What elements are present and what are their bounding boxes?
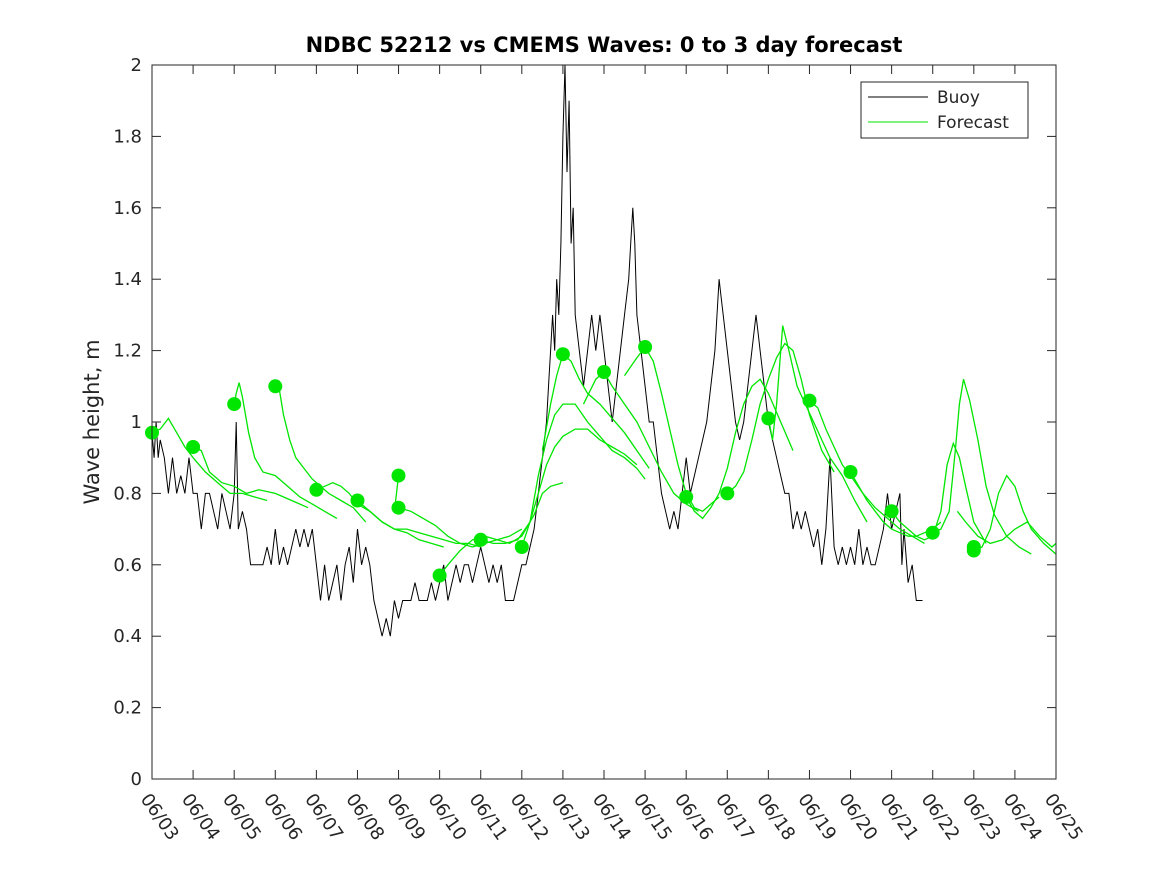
y-tick-label: 0.2	[113, 698, 142, 719]
x-tick-label: 06/20	[834, 790, 881, 845]
forecast-run-line	[439, 482, 564, 576]
y-tick-label: 0	[131, 769, 142, 790]
y-tick-label: 1	[131, 412, 142, 433]
forecast-run-line	[973, 474, 1057, 555]
forecast-series	[145, 325, 1057, 583]
forecast-start-marker	[432, 568, 447, 583]
forecast-run-line	[233, 382, 338, 519]
chart-title: NDBC 52212 vs CMEMS Waves: 0 to 3 day fo…	[306, 33, 903, 57]
forecast-start-marker	[350, 493, 365, 508]
forecast-start-marker	[227, 397, 242, 412]
y-tick-label: 0.8	[113, 483, 142, 504]
forecast-run-line	[357, 500, 481, 548]
forecast-run-line	[541, 353, 650, 469]
forecast-start-marker	[555, 347, 570, 362]
y-axis-label: Wave height, m	[80, 339, 104, 504]
forecast-start-marker	[268, 379, 283, 394]
forecast-start-marker	[679, 490, 694, 504]
y-tick-label: 1.8	[113, 126, 142, 147]
x-tick-label: 06/04	[177, 790, 224, 845]
y-tick-label: 2	[131, 55, 142, 76]
forecast-start-marker	[473, 532, 488, 547]
forecast-start-marker	[597, 365, 611, 379]
forecast-start-marker	[391, 468, 406, 483]
y-tick-label: 0.6	[113, 555, 142, 576]
forecast-run-line	[685, 378, 794, 520]
forecast-start-marker	[761, 411, 776, 426]
x-tick-label: 06/19	[793, 790, 840, 845]
x-tick-label: 06/25	[1040, 790, 1087, 845]
forecast-start-marker	[720, 486, 735, 501]
x-tick-label: 06/15	[629, 790, 676, 845]
y-tick-label: 1.2	[113, 341, 142, 362]
forecast-run-line	[480, 428, 638, 545]
x-tick-label: 06/24	[999, 790, 1046, 845]
forecast-start-marker	[966, 540, 981, 554]
x-tick-label: 06/05	[218, 790, 265, 845]
forecast-run-line	[398, 507, 523, 548]
forecast-run-line	[151, 417, 268, 502]
forecast-start-marker	[843, 465, 858, 479]
forecast-run-line	[726, 342, 835, 494]
legend-box	[860, 81, 1029, 139]
legend[interactable]: Buoy Forecast	[860, 81, 1029, 139]
x-tick-label: 06/09	[382, 790, 429, 845]
x-tick-label: 06/16	[670, 790, 717, 845]
x-tick-label: 06/21	[876, 790, 923, 845]
forecast-start-marker	[186, 440, 201, 454]
x-tick-label: 06/13	[547, 790, 594, 845]
forecast-start-marker	[638, 340, 653, 354]
forecast-start-marker	[802, 393, 817, 408]
x-tick-label: 06/03	[136, 790, 183, 845]
x-tick-label: 06/14	[588, 790, 635, 845]
x-tick-label: 06/17	[711, 790, 758, 845]
plot-area	[152, 65, 1056, 779]
x-tick-label: 06/06	[259, 790, 306, 845]
forecast-start-marker	[925, 525, 940, 540]
x-tick-label: 06/18	[752, 790, 799, 845]
forecast-start-marker	[391, 500, 406, 515]
x-tick-label: 06/10	[424, 790, 471, 845]
x-tick-label: 06/08	[341, 790, 388, 845]
legend-forecast-label: Forecast	[937, 113, 1009, 133]
buoy-series	[151, 64, 923, 637]
forecast-run-line	[274, 385, 367, 523]
forecast-run-line	[956, 510, 1057, 548]
x-tick-label: 06/07	[300, 790, 347, 845]
forecast-run-line	[192, 446, 309, 509]
forecast-start-marker	[514, 540, 529, 554]
forecast-start-marker	[884, 504, 899, 519]
forecast-run-line	[809, 400, 925, 544]
buoy-line	[151, 64, 923, 637]
y-tick-label: 1.6	[113, 198, 142, 219]
x-tick-label: 06/22	[917, 790, 964, 845]
y-tick-label: 0.4	[113, 626, 142, 647]
forecast-run-line	[521, 403, 646, 548]
x-tick-label: 06/12	[506, 790, 553, 845]
forecast-start-marker	[309, 482, 324, 497]
x-tick-label: 06/11	[465, 790, 512, 845]
y-axis-ticks: 0 0.2 0.4 0.6 0.8 1 1.2 1.4 1.6 1.8 2	[113, 55, 1056, 790]
forecast-run-line	[891, 441, 987, 544]
legend-buoy-label: Buoy	[937, 88, 980, 108]
y-tick-label: 1.4	[113, 269, 142, 290]
x-tick-label: 06/23	[958, 790, 1005, 845]
